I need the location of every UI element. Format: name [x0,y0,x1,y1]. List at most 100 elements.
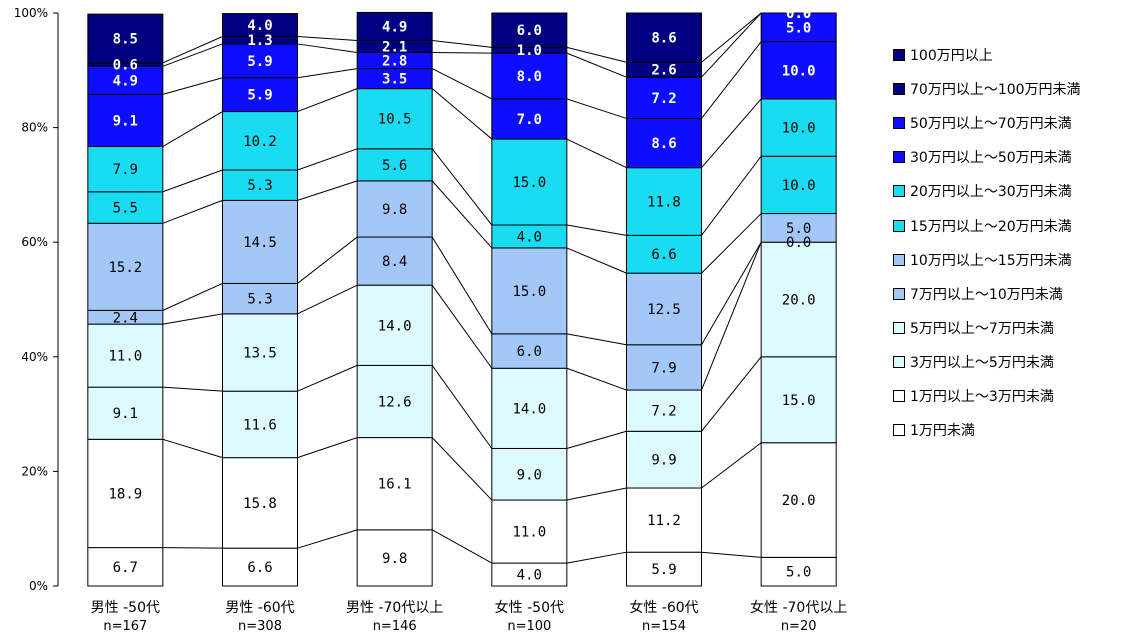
data-label: 7.2 [651,91,676,107]
legend-item: 20万円以上～30万円未満 [893,180,1072,202]
data-label: 9.9 [651,453,676,469]
data-label: 4.0 [517,568,542,584]
data-label: 18.9 [108,486,142,502]
data-label: 10.0 [782,121,816,137]
connector-line [162,313,223,325]
y-tick-label: 20% [21,464,48,478]
bar-segment [760,356,837,444]
connector-line [566,551,627,564]
connector-line [701,98,762,169]
data-label: 5.9 [651,562,676,578]
data-label: 11.0 [108,349,142,365]
data-label: 4.0 [247,18,272,34]
connector-line [297,43,358,54]
data-label: 9.8 [382,551,407,567]
connector-line [432,40,492,48]
bar-segment [356,437,433,531]
bar-segment [222,13,298,37]
bar-segment [222,390,298,459]
data-label: 2.8 [382,54,407,70]
y-tick-label: 100% [14,6,48,20]
bar-segment [491,12,568,48]
category-sample-size: n=100 [507,619,551,634]
bar-segment [491,499,568,564]
connector-line [431,88,493,140]
data-label: 14.5 [243,235,277,251]
bar-segment [760,41,837,100]
category-sample-size: n=167 [103,619,147,634]
bar-segment [87,547,164,587]
legend-item: 15万円以上～20万円未満 [893,215,1072,237]
connector-line [431,529,493,564]
data-label: 12.6 [378,394,412,410]
connector-line [297,148,358,171]
data-label: 5.9 [247,54,272,70]
legend-label: 30万円以上～50万円未満 [910,150,1072,167]
bar-segment [87,13,164,64]
legend-item: 1万円以上～3万円未満 [893,385,1054,407]
bar-segment [356,364,433,439]
legend-swatch [893,151,905,164]
legend-item: 3万円以上～5万円未満 [893,351,1054,373]
connector-line [566,487,627,501]
bar-segment [356,11,433,42]
bar-segment [491,247,568,335]
data-label: 4.0 [517,229,542,245]
bar-segment [222,43,298,79]
connector-line [566,367,627,391]
legend-swatch [893,424,905,437]
legend-label: 20万円以上～30万円未満 [910,184,1072,201]
legend-item: 10万円以上～15万円未満 [893,249,1072,271]
data-label: 5.9 [247,88,272,104]
data-label: 13.5 [243,346,277,362]
connector-line [431,148,493,226]
connector-line [701,12,762,78]
data-label: 16.1 [378,477,412,493]
legend-label: 5万円以上～7万円未満 [910,320,1054,337]
bar-segment [760,556,837,587]
bar-segment [760,155,837,215]
bar-segment [760,12,837,43]
bar-segment [626,117,702,169]
data-label: 3.5 [382,72,407,88]
data-label: 15.0 [512,175,546,191]
connector-line [297,529,358,549]
legend-swatch [893,287,905,300]
data-label: 0.6 [113,58,138,74]
connector-line [297,35,358,42]
data-label: 7.9 [113,162,138,178]
y-tick-label: 40% [21,350,48,364]
data-label: 0.0 [786,6,811,22]
category-label: 女性 -50代 [495,599,564,616]
legend-swatch [893,83,905,96]
connector-line [432,52,492,54]
data-label: 9.1 [113,406,138,422]
bar-segment [626,344,702,391]
legend-label: 15万円以上～20万円未満 [910,218,1072,235]
connector-line [162,438,223,459]
legend-swatch [893,219,905,232]
data-label: 5.3 [247,292,272,308]
legend-item: 100万円以上 [893,44,993,66]
bar-segment [491,367,568,449]
data-label: 4.9 [382,19,407,35]
y-tick-label: 60% [21,235,48,249]
bar-segment [87,146,164,193]
category-label: 男性 -60代 [225,600,294,616]
connector-line [297,88,358,113]
bar-segment [760,213,837,243]
connector-line [566,430,627,449]
connector-line [701,551,762,558]
category-sample-size: n=154 [642,619,686,634]
bar-segment [87,323,164,388]
legend-label: 50万円以上～70万円未満 [910,116,1072,133]
connector-line [566,46,627,63]
data-label: 2.1 [382,40,407,56]
data-label: 15.2 [108,260,142,276]
legend-swatch [893,49,905,61]
connector-line [566,98,627,119]
connector-line [162,283,223,311]
data-label: 5.0 [786,221,811,237]
data-label: 7.0 [517,112,542,128]
legend-label: 1万円以上～3万円未満 [910,389,1054,405]
